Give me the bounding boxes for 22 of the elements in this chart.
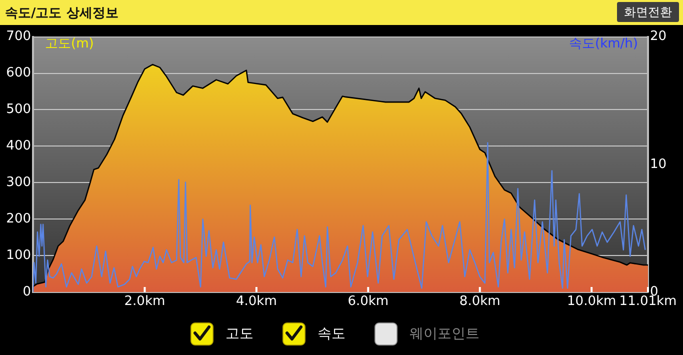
x-tick-label: 10.0km [567,294,616,310]
text: 고도 [226,325,254,343]
x-tick-label: 2.0km [124,294,166,310]
y-tick-label: 200 [6,211,31,226]
text: 속도 [318,325,346,343]
y2-tick-label: 20 [650,29,667,44]
y2-tick-label: 10 [650,156,667,172]
x-tick-label: 8.0km [459,294,500,310]
y-tick-label: 400 [6,138,31,154]
y-tick-label: 600 [6,66,31,81]
text: 화면전환 [617,2,679,22]
chart-title: 속도/고도 상세정보 [5,5,118,22]
x-tick-label: 4.0km [236,294,277,310]
text: 웨이포인트 [410,325,480,343]
y2-axis-title: 속도(km/h) [569,36,638,52]
y-tick-label: 100 [6,248,31,263]
y-tick-label: 0 [22,284,31,300]
y-tick-label: 300 [6,175,31,190]
y-tick-label: 500 [6,102,31,118]
x-tick-label: 6.0km [348,294,389,310]
y-axis-title: 고도(m) [45,36,94,52]
y-tick-label: 700 [6,29,31,44]
